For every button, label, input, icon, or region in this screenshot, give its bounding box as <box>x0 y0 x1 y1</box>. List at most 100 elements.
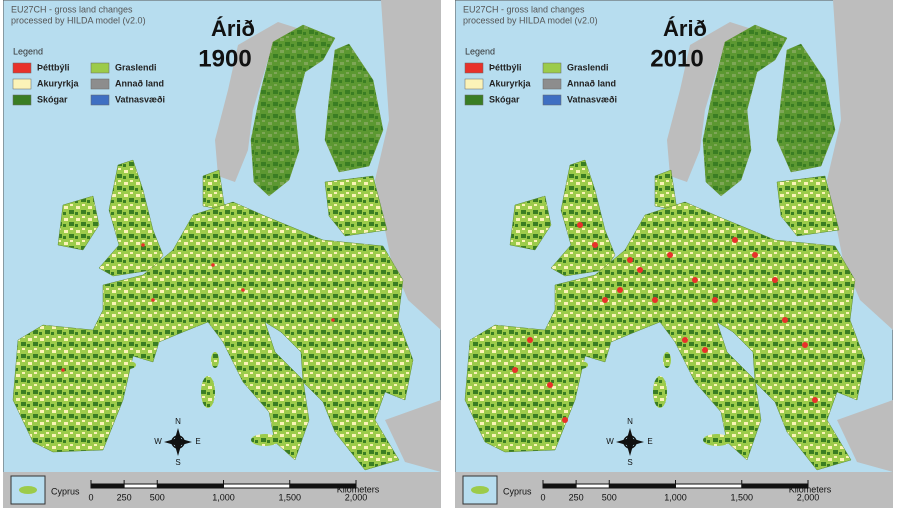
urban-area <box>802 342 808 348</box>
legend-label: Vatnasvæði <box>115 94 165 104</box>
legend-swatch <box>12 94 32 106</box>
legend-title: Legend <box>13 46 43 56</box>
compass-label: S <box>175 458 180 467</box>
compass-ring <box>623 435 637 449</box>
legend-label: Akuryrkja <box>37 78 80 88</box>
scale-segment <box>543 484 577 488</box>
legend-swatch <box>90 94 110 106</box>
compass-label: W <box>154 437 162 446</box>
non-eu-land <box>375 0 441 330</box>
legend-swatch <box>90 78 110 90</box>
island <box>251 434 279 446</box>
scale-label: 1,500 <box>730 492 753 502</box>
scale-unit: Kilometers <box>337 484 380 494</box>
scale-label: 1,000 <box>664 492 687 502</box>
legend-label: Akuryrkja <box>489 78 532 88</box>
urban-area <box>627 257 633 263</box>
non-eu-land <box>827 0 893 330</box>
urban-area <box>702 347 708 353</box>
urban-area <box>141 243 145 247</box>
scale-unit: Kilometers <box>789 484 832 494</box>
island <box>120 361 136 369</box>
map-header: processed by HILDA model (v2.0) <box>11 15 146 25</box>
map-header: EU27CH - gross land changes <box>463 4 585 14</box>
inset-label: Cyprus <box>503 486 532 496</box>
legend-label: Graslendi <box>567 62 609 72</box>
compass-ring <box>171 435 185 449</box>
scale-label: 250 <box>117 492 132 502</box>
urban-area <box>151 298 155 302</box>
non-eu-land <box>667 22 755 182</box>
urban-area <box>812 397 818 403</box>
compass-label: S <box>627 458 632 467</box>
inset-island <box>19 486 37 494</box>
scale-label: 500 <box>602 492 617 502</box>
eu-land <box>57 195 100 251</box>
scale-label: 250 <box>569 492 584 502</box>
scale-segment <box>609 484 676 488</box>
legend-swatch <box>542 94 562 106</box>
legend-label: Skógar <box>489 94 520 104</box>
scale-segment <box>91 484 125 488</box>
urban-area <box>592 242 598 248</box>
eu-land <box>12 201 414 471</box>
scale-segment <box>157 484 224 488</box>
urban-area <box>617 287 623 293</box>
map-header: processed by HILDA model (v2.0) <box>463 15 598 25</box>
scale-label: 0 <box>88 492 93 502</box>
island <box>211 352 219 368</box>
non-eu-land <box>385 400 441 472</box>
legend-swatch <box>542 78 562 90</box>
urban-area <box>652 297 658 303</box>
island <box>653 376 667 408</box>
scale-label: 2,000 <box>345 492 368 502</box>
island <box>201 376 215 408</box>
compass-rose <box>616 428 644 456</box>
legend-swatch <box>464 78 484 90</box>
urban-area <box>602 297 608 303</box>
scale-label: 1,500 <box>278 492 301 502</box>
urban-area <box>692 277 698 283</box>
island <box>572 361 588 369</box>
scale-label: 0 <box>540 492 545 502</box>
urban-area <box>562 417 568 423</box>
map-header: EU27CH - gross land changes <box>11 4 133 14</box>
scale-label: 1,000 <box>212 492 235 502</box>
forest-texture <box>777 44 835 172</box>
urban-area <box>712 297 718 303</box>
legend-title: Legend <box>465 46 495 56</box>
urban-area <box>211 263 215 267</box>
compass-label: N <box>627 417 633 426</box>
urban-area <box>682 337 688 343</box>
compass-label: W <box>606 437 614 446</box>
inset-label: Cyprus <box>51 486 80 496</box>
legend-swatch <box>12 78 32 90</box>
urban-area <box>752 252 758 258</box>
legend-swatch <box>12 62 32 74</box>
compass-rose <box>164 428 192 456</box>
eu-land <box>509 195 552 251</box>
urban-area <box>241 288 245 292</box>
legend-swatch <box>542 62 562 74</box>
forest-texture <box>703 25 787 196</box>
compass-label: N <box>175 417 181 426</box>
scale-label: 500 <box>150 492 165 502</box>
urban-area <box>577 222 583 228</box>
map-title: Árið <box>211 16 255 41</box>
legend-label: Þéttbýli <box>37 62 70 72</box>
urban-area <box>61 368 65 372</box>
map-year: 1900 <box>198 45 251 72</box>
scale-segment <box>289 484 356 488</box>
island <box>703 434 731 446</box>
forest-texture <box>251 25 335 196</box>
urban-area <box>667 252 673 258</box>
legend-label: Graslendi <box>115 62 157 72</box>
legend-label: Annað land <box>567 78 616 88</box>
legend-label: Annað land <box>115 78 164 88</box>
non-eu-land <box>455 472 893 508</box>
eu-land <box>324 175 388 237</box>
urban-area <box>527 337 533 343</box>
legend-label: Vatnasvæði <box>567 94 617 104</box>
